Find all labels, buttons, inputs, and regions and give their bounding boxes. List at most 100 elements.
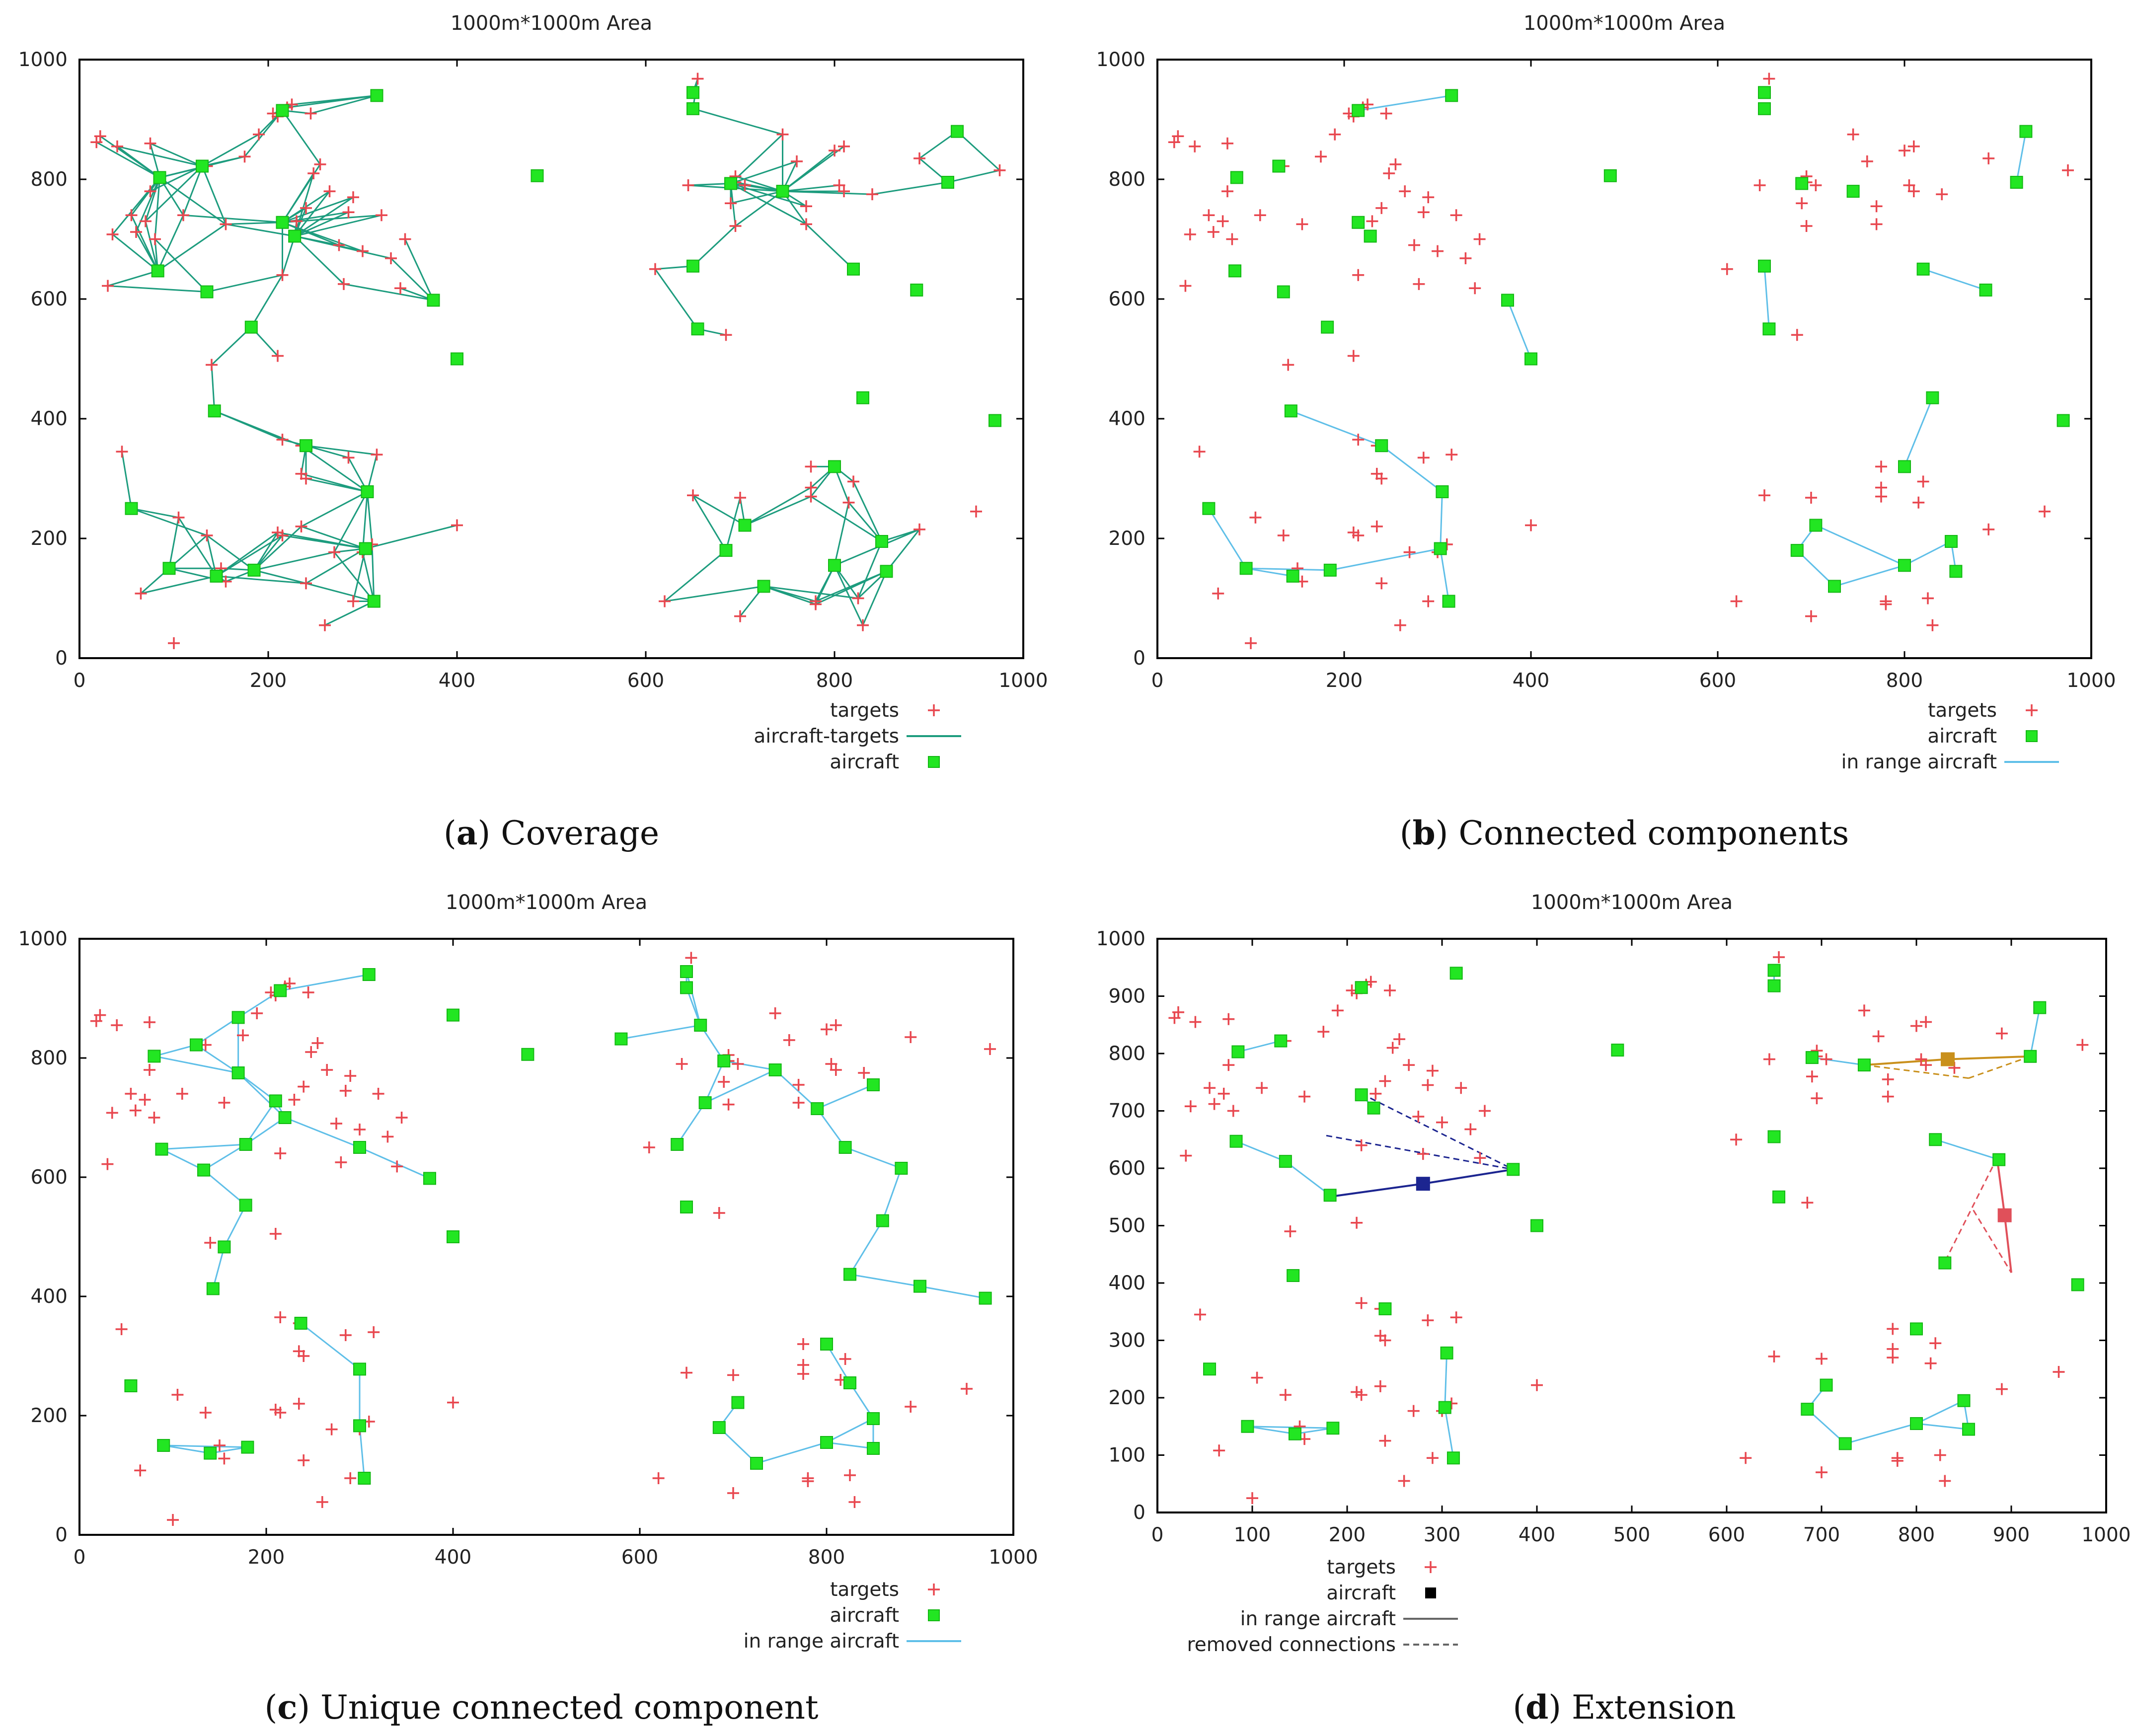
- target-marker: [201, 529, 213, 541]
- legend: targets aircraft in range aircraft removed …: [1187, 1556, 1458, 1656]
- aircraft-marker: [157, 1439, 170, 1452]
- target-marker: [1796, 197, 1808, 210]
- target-marker: [1801, 1197, 1814, 1209]
- y-tick-label: 100: [1109, 1444, 1145, 1467]
- target-marker: [1811, 1092, 1823, 1105]
- coverage-edge: [107, 285, 207, 293]
- aircraft-marker: [1447, 1451, 1460, 1465]
- coverage-edge: [730, 183, 807, 225]
- y-tick-label: 1000: [18, 49, 68, 71]
- coverage-edge: [294, 235, 391, 259]
- x-tick-label: 800: [808, 1546, 845, 1569]
- range-edge: [203, 1169, 246, 1206]
- aircraft-marker: [1507, 1163, 1520, 1176]
- target-marker: [1816, 1353, 1827, 1365]
- target-marker: [90, 1015, 102, 1027]
- aircraft-marker: [847, 262, 860, 276]
- aircraft-marker: [370, 89, 383, 102]
- x-tick-label: 100: [1234, 1524, 1271, 1546]
- y-tick-label: 0: [1133, 1502, 1145, 1524]
- x-tick-label: 0: [74, 670, 86, 692]
- target-marker: [144, 185, 156, 198]
- aircraft-marker: [876, 1214, 889, 1227]
- aircraft-marker: [686, 86, 699, 99]
- target-marker: [1374, 1380, 1386, 1392]
- target-marker: [1393, 1033, 1406, 1046]
- aircraft-marker: [1795, 177, 1809, 190]
- legend-label: aircraft: [1927, 725, 1997, 748]
- target-marker: [1730, 1133, 1743, 1146]
- aircraft-marker: [1938, 1256, 1952, 1270]
- target-marker: [732, 1058, 744, 1070]
- coverage-edge: [282, 222, 363, 252]
- target-marker: [1426, 1064, 1439, 1077]
- target-marker: [1924, 1357, 1937, 1369]
- coverage-edge: [112, 233, 158, 272]
- aircraft-marker: [196, 159, 209, 173]
- range-edge: [756, 1441, 827, 1464]
- target-marker: [1422, 595, 1435, 607]
- aircraft-marker: [951, 125, 964, 138]
- aircraft-marker: [300, 439, 312, 453]
- x-tick-label: 200: [1329, 1524, 1366, 1546]
- y-tick-label: 600: [1109, 288, 1145, 310]
- removed-connection: [1864, 1064, 1969, 1079]
- target-marker: [385, 252, 397, 265]
- target-marker: [115, 1323, 128, 1335]
- target-marker: [206, 359, 218, 371]
- target-marker: [1352, 529, 1365, 541]
- target-marker: [314, 158, 326, 170]
- aircraft-marker: [427, 294, 440, 307]
- aircraft-marker: [241, 1440, 254, 1454]
- aircraft-marker: [1436, 485, 1449, 499]
- coverage-edge: [343, 283, 434, 301]
- aircraft-marker: [717, 1055, 731, 1067]
- aircraft-marker: [1772, 1190, 1786, 1204]
- target-marker: [1204, 1082, 1216, 1094]
- aircraft-marker: [124, 1379, 138, 1392]
- target-marker: [1222, 1059, 1235, 1071]
- target-marker: [1740, 1452, 1752, 1464]
- aircraft-marker: [1229, 1134, 1243, 1148]
- aircraft-marker: [843, 1376, 856, 1389]
- aircraft-marker: [895, 1162, 908, 1175]
- aircraft-marker: [1762, 322, 1776, 336]
- range-edge: [1246, 567, 1293, 577]
- coverage-edge: [294, 211, 349, 237]
- target-marker: [805, 460, 817, 473]
- target-marker: [140, 215, 152, 227]
- caption-letter: b: [1413, 814, 1436, 852]
- range-edge: [826, 1441, 874, 1449]
- aircraft-marker: [1945, 535, 1958, 548]
- new-aircraft-marker: [1997, 1208, 2012, 1222]
- target-marker: [125, 209, 138, 222]
- target-marker: [1464, 1123, 1477, 1135]
- range-edge: [1834, 564, 1905, 587]
- coverage-edge: [852, 481, 883, 542]
- coverage-edge: [157, 224, 227, 272]
- aircraft-marker: [1442, 595, 1455, 608]
- removed-connection: [1361, 1093, 1514, 1170]
- coverage-edge: [886, 528, 920, 572]
- aircraft-marker: [231, 1011, 245, 1024]
- target-marker: [791, 155, 803, 167]
- coverage-edge: [207, 274, 283, 293]
- range-edge: [1763, 266, 1770, 329]
- y-tick-label: 0: [1133, 647, 1145, 670]
- coverage-edge: [365, 525, 457, 549]
- legend-label: in range aircraft: [1841, 751, 1997, 773]
- target-marker: [1432, 245, 1444, 257]
- target-marker: [1920, 1059, 1932, 1071]
- range-edge: [723, 1060, 775, 1071]
- coverage-edge: [862, 571, 887, 626]
- target-marker: [177, 209, 189, 222]
- aircraft-marker: [2071, 1278, 2084, 1291]
- target-marker: [839, 1353, 851, 1365]
- caption-letter: d: [1525, 1688, 1548, 1727]
- coverage-edge: [206, 534, 255, 571]
- target-marker: [1870, 218, 1883, 230]
- aircraft-marker: [204, 1446, 217, 1460]
- aircraft-marker: [423, 1172, 436, 1185]
- range-edge: [163, 1444, 211, 1454]
- coverage-edge: [131, 508, 208, 536]
